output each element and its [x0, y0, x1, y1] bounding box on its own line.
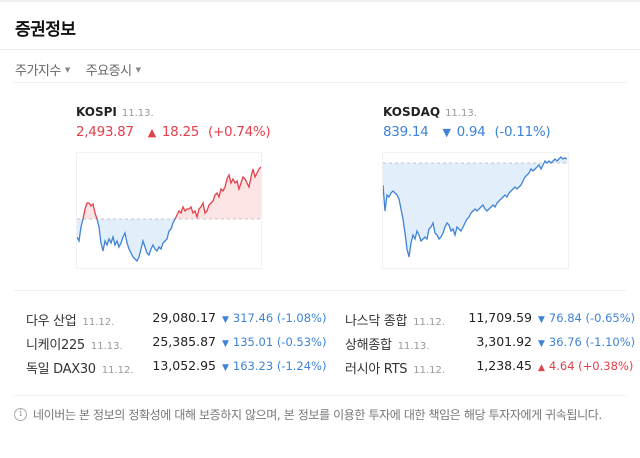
market-value: 1,238.45	[476, 358, 532, 373]
market-date: 11.13.	[397, 341, 430, 352]
market-value: 25,385.87	[152, 334, 216, 349]
index-value: 2,493.87	[76, 124, 134, 140]
market-change: 76.84 (-0.65%)	[548, 311, 636, 325]
down-arrow-icon: ▼	[538, 339, 545, 349]
market-date: 11.12.	[413, 317, 445, 328]
index-change: 18.25	[161, 124, 200, 140]
market-row-nasdaq[interactable]: 나스닥 종합 11.12. 11,709.59 ▼ 76.84 (-0.65%)	[345, 310, 635, 334]
page-title: 증권정보	[15, 20, 76, 40]
market-value: 29,080.17	[152, 310, 216, 325]
down-arrow-icon: ▼	[222, 339, 229, 349]
market-row-nikkei[interactable]: 니케이225 11.13. 25,385.87 ▼ 135.01 (-0.53%)	[26, 334, 326, 358]
world-markets-right: 나스닥 종합 11.12. 11,709.59 ▼ 76.84 (-0.65%) 상…	[345, 310, 635, 382]
tab-major-markets[interactable]: 주요증시 ▼	[86, 60, 141, 79]
market-name: 나스닥 종합	[345, 314, 408, 329]
index-card-kosdaq[interactable]: KOSDAQ 11.13. 839.14 ▼ 0.94 (-0.11%)	[383, 105, 551, 140]
index-value: 839.14	[383, 124, 429, 140]
index-name: KOSDAQ	[383, 105, 441, 119]
down-arrow-icon: ▼	[442, 126, 451, 139]
kosdaq-chart[interactable]	[382, 152, 569, 269]
market-change: 317.46 (-1.08%)	[232, 311, 327, 325]
index-change: 0.94	[456, 124, 486, 140]
market-name: 독일 DAX30	[26, 362, 96, 377]
index-name: KOSPI	[76, 105, 117, 119]
market-date: 11.13.	[90, 341, 123, 352]
divider	[13, 290, 627, 291]
tab-label: 주요증시	[85, 64, 132, 79]
caret-down-icon: ▼	[135, 65, 141, 74]
market-change: 4.64 (+0.38%)	[548, 359, 634, 373]
up-arrow-icon: ▲	[538, 363, 545, 373]
disclaimer: i 네이버는 본 정보의 정확성에 대해 보증하지 않으며, 본 정보를 이용한…	[14, 407, 624, 423]
tab-stock-index[interactable]: 주가지수 ▼	[15, 60, 70, 79]
tab-label: 주가지수	[15, 64, 61, 79]
market-row-dow[interactable]: 다우 산업 11.12. 29,080.17 ▼ 317.46 (-1.08%)	[26, 310, 326, 334]
down-arrow-icon: ▼	[222, 315, 229, 325]
market-row-rts[interactable]: 러시아 RTS 11.12. 1,238.45 ▲ 4.64 (+0.38%)	[345, 358, 633, 382]
down-arrow-icon: ▼	[538, 315, 545, 325]
market-change: 163.23 (-1.24%)	[232, 359, 327, 373]
top-border	[0, 0, 640, 2]
caret-down-icon: ▼	[64, 65, 70, 74]
market-value: 11,709.59	[468, 310, 532, 325]
info-icon: i	[14, 408, 27, 421]
up-arrow-icon: ▲	[147, 126, 156, 139]
market-row-shanghai[interactable]: 상해종합 11.13. 3,301.92 ▼ 36.76 (-1.10%)	[345, 334, 635, 358]
kospi-chart[interactable]	[76, 152, 262, 269]
market-row-dax[interactable]: 독일 DAX30 11.12. 13,052.95 ▼ 163.23 (-1.24%…	[26, 358, 326, 382]
index-percent: (+0.74%)	[208, 124, 271, 140]
market-name: 상해종합	[345, 338, 392, 353]
disclaimer-text: 네이버는 본 정보의 정확성에 대해 보증하지 않으며, 본 정보를 이용한 투…	[33, 408, 602, 422]
tab-bar: 주가지수 ▼ 주요증시 ▼	[15, 60, 141, 79]
market-change: 135.01 (-0.53%)	[232, 335, 327, 349]
world-markets-left: 다우 산업 11.12. 29,080.17 ▼ 317.46 (-1.08%) 니…	[26, 310, 326, 382]
market-name: 러시아 RTS	[345, 362, 408, 377]
index-card-kospi[interactable]: KOSPI 11.13. 2,493.87 ▲ 18.25 (+0.74%)	[76, 105, 271, 140]
market-name: 니케이225	[26, 338, 85, 353]
market-date: 11.12.	[82, 317, 115, 328]
market-value: 3,301.92	[476, 334, 532, 349]
divider	[13, 395, 627, 396]
market-date: 11.12.	[413, 365, 446, 376]
index-date: 11.13.	[445, 108, 477, 119]
kospi-line-chart	[77, 166, 261, 263]
market-change: 36.76 (-1.10%)	[548, 335, 636, 349]
down-arrow-icon: ▼	[222, 363, 229, 373]
divider	[0, 49, 640, 50]
index-date: 11.13.	[121, 108, 154, 119]
market-date: 11.12.	[101, 365, 134, 376]
market-name: 다우 산업	[26, 314, 77, 329]
kosdaq-line-chart	[383, 156, 568, 258]
market-value: 13,052.95	[152, 358, 216, 373]
index-percent: (-0.11%)	[494, 124, 551, 140]
divider	[13, 82, 627, 83]
